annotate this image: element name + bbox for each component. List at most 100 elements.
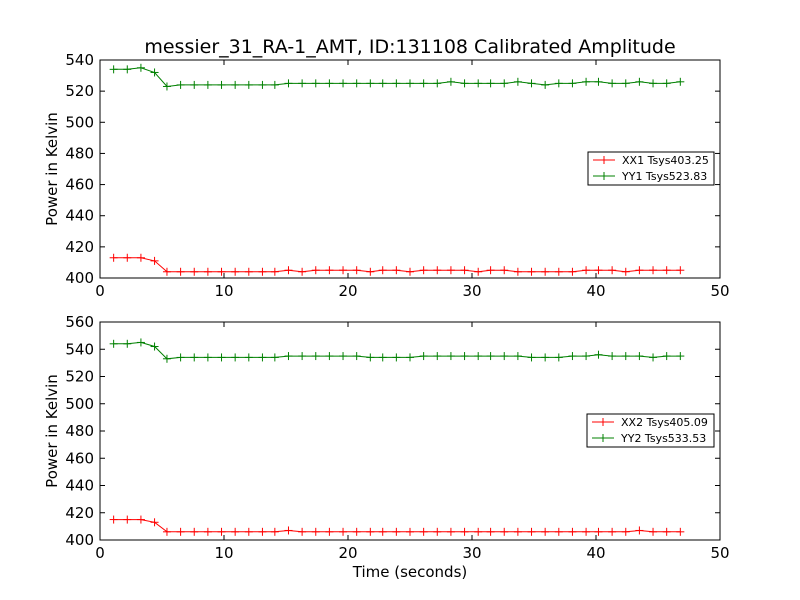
data-point bbox=[433, 352, 442, 361]
plot-frame bbox=[99, 59, 721, 279]
data-point bbox=[352, 79, 361, 88]
data-point bbox=[136, 338, 145, 347]
data-point bbox=[150, 68, 159, 77]
y-tick-label: 500 bbox=[65, 113, 94, 131]
legend-entry: XX2 Tsys405.09 bbox=[592, 416, 708, 429]
data-point bbox=[433, 527, 442, 536]
data-point bbox=[527, 527, 536, 536]
data-point bbox=[352, 352, 361, 361]
data-point bbox=[635, 352, 644, 361]
y-axis-label: Power in Kelvin bbox=[43, 112, 61, 226]
series-1 bbox=[109, 515, 685, 536]
data-point bbox=[311, 79, 320, 88]
chart-panels: 0 10 20 30 40 50400420440460480500520540Power… bbox=[43, 51, 730, 581]
data-point bbox=[406, 353, 414, 362]
data-point bbox=[582, 266, 591, 275]
data-point bbox=[325, 352, 334, 361]
data-point bbox=[676, 266, 685, 275]
data-point bbox=[541, 527, 550, 536]
data-point bbox=[176, 353, 185, 362]
data-point bbox=[162, 527, 171, 536]
x-tick-label: 50 bbox=[710, 544, 729, 562]
data-point bbox=[433, 79, 442, 88]
y-tick-label: 420 bbox=[65, 238, 94, 256]
legend-label: YY2 Tsys533.53 bbox=[620, 432, 706, 445]
data-point bbox=[460, 527, 469, 536]
data-point bbox=[217, 80, 226, 89]
data-point bbox=[406, 527, 414, 536]
data-point bbox=[284, 79, 293, 88]
data-point bbox=[123, 253, 132, 262]
data-point bbox=[513, 77, 522, 86]
data-point bbox=[527, 267, 536, 276]
data-point bbox=[621, 267, 630, 276]
data-point bbox=[244, 353, 253, 362]
data-point bbox=[217, 353, 226, 362]
y-tick-label: 420 bbox=[65, 504, 94, 522]
data-point bbox=[109, 65, 118, 74]
data-point bbox=[311, 352, 320, 361]
data-point bbox=[136, 515, 145, 524]
data-point bbox=[433, 266, 442, 275]
data-point bbox=[649, 353, 658, 362]
data-point bbox=[203, 527, 212, 536]
data-point bbox=[474, 352, 483, 361]
data-point bbox=[419, 79, 428, 88]
x-tick-label: 10 bbox=[214, 544, 233, 562]
series-2 bbox=[109, 63, 685, 91]
x-tick-label: 40 bbox=[586, 282, 605, 300]
legend-label: XX2 Tsys405.09 bbox=[621, 416, 708, 429]
y-tick-label: 460 bbox=[65, 176, 94, 194]
legend-label: XX1 Tsys403.25 bbox=[622, 154, 709, 167]
legend: XX1 Tsys403.25 YY1 Tsys523.83 bbox=[587, 151, 715, 186]
data-point bbox=[446, 352, 455, 361]
data-point bbox=[621, 352, 630, 361]
data-point bbox=[203, 353, 212, 362]
data-point bbox=[486, 352, 495, 361]
series-2 bbox=[109, 338, 685, 363]
data-point bbox=[366, 79, 375, 88]
x-axis-label: Time (seconds) bbox=[352, 563, 468, 581]
y-tick-label: 480 bbox=[65, 422, 94, 440]
data-point bbox=[231, 80, 240, 89]
data-point bbox=[446, 266, 455, 275]
data-point bbox=[325, 266, 334, 275]
data-point bbox=[258, 80, 267, 89]
data-point bbox=[662, 266, 671, 275]
data-point bbox=[339, 266, 348, 275]
data-point bbox=[608, 527, 617, 536]
data-point bbox=[325, 79, 334, 88]
data-point bbox=[554, 353, 563, 362]
data-point bbox=[378, 353, 387, 362]
data-point bbox=[231, 527, 240, 536]
data-point bbox=[244, 267, 253, 276]
data-point bbox=[366, 267, 375, 276]
legend-box bbox=[586, 413, 715, 448]
y-tick-label: 440 bbox=[65, 477, 94, 495]
data-point bbox=[162, 267, 171, 276]
data-point bbox=[541, 267, 550, 276]
data-point bbox=[594, 350, 603, 359]
y-tick-label: 480 bbox=[65, 144, 94, 162]
chart-panel-1: 0 10 20 30 40 50 400 420 440 460 480 500 520 540 Power… bbox=[43, 51, 730, 300]
data-point bbox=[486, 527, 495, 536]
data-point bbox=[446, 77, 455, 86]
data-point bbox=[298, 79, 307, 88]
data-point bbox=[150, 342, 159, 351]
data-point bbox=[258, 267, 267, 276]
data-point bbox=[203, 80, 212, 89]
data-point bbox=[635, 77, 644, 86]
data-point bbox=[150, 518, 159, 527]
data-point bbox=[284, 526, 293, 535]
y-tick-label: 540 bbox=[65, 340, 94, 358]
data-point bbox=[500, 527, 509, 536]
data-point bbox=[352, 266, 361, 275]
data-point bbox=[676, 77, 685, 86]
data-point bbox=[231, 267, 240, 276]
y-axis-label: Power in Kelvin bbox=[43, 374, 61, 488]
data-point bbox=[231, 353, 240, 362]
y-tick-label: 440 bbox=[65, 207, 94, 225]
data-point bbox=[554, 79, 563, 88]
data-point bbox=[635, 526, 644, 535]
x-tick-label: 0 bbox=[95, 544, 105, 562]
